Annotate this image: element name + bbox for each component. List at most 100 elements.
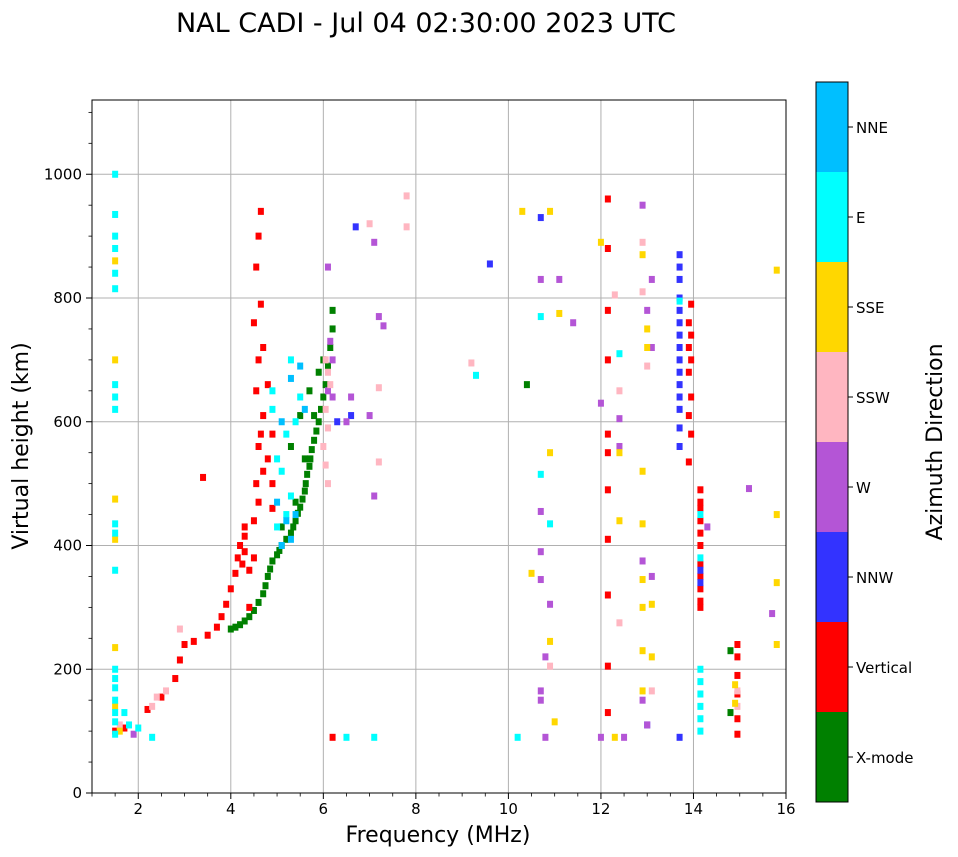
data-point bbox=[241, 532, 248, 540]
data-point bbox=[616, 443, 623, 450]
data-point bbox=[547, 637, 554, 645]
data-point bbox=[329, 306, 336, 314]
data-point bbox=[604, 356, 611, 364]
data-point bbox=[149, 733, 156, 741]
data-point bbox=[112, 696, 119, 704]
colorbar-segment bbox=[816, 622, 848, 712]
data-point bbox=[322, 381, 329, 389]
data-point bbox=[537, 470, 544, 478]
x-axis-label: Frequency (MHz) bbox=[346, 823, 531, 848]
data-point bbox=[246, 613, 253, 621]
data-point bbox=[547, 520, 554, 528]
data-point bbox=[320, 443, 327, 450]
data-point bbox=[112, 405, 119, 413]
data-point bbox=[327, 381, 334, 389]
x-tick-label: 8 bbox=[411, 800, 421, 818]
data-point bbox=[262, 582, 269, 590]
data-point bbox=[676, 356, 683, 364]
data-point bbox=[676, 297, 683, 305]
data-point bbox=[523, 381, 530, 389]
data-point bbox=[322, 461, 329, 469]
colorbar-segment bbox=[816, 172, 848, 262]
data-point bbox=[639, 288, 646, 296]
data-point bbox=[639, 687, 646, 695]
data-point bbox=[375, 313, 382, 321]
data-point bbox=[556, 275, 563, 283]
data-point bbox=[260, 590, 267, 598]
data-point bbox=[274, 523, 281, 531]
x-tick-label: 4 bbox=[226, 800, 236, 818]
data-point bbox=[287, 356, 294, 364]
data-point bbox=[639, 251, 646, 259]
y-tick-label: 0 bbox=[72, 784, 82, 802]
y-tick-label: 1000 bbox=[44, 165, 82, 183]
data-point bbox=[547, 662, 554, 670]
data-point bbox=[204, 631, 211, 639]
data-point bbox=[697, 702, 704, 710]
data-point bbox=[283, 517, 290, 525]
data-point bbox=[329, 733, 336, 741]
data-point bbox=[734, 687, 741, 695]
data-point bbox=[190, 637, 197, 645]
data-point bbox=[734, 715, 741, 723]
data-point bbox=[283, 535, 290, 543]
data-point bbox=[611, 733, 618, 741]
data-point bbox=[604, 430, 611, 438]
data-point bbox=[616, 517, 623, 525]
data-point bbox=[158, 693, 165, 701]
data-point bbox=[644, 325, 651, 333]
data-point bbox=[234, 554, 241, 562]
data-point bbox=[676, 306, 683, 314]
data-point bbox=[334, 418, 341, 426]
data-point bbox=[112, 730, 119, 738]
x-tick-label: 2 bbox=[133, 800, 143, 818]
data-point bbox=[343, 733, 350, 741]
data-point bbox=[551, 718, 558, 726]
data-point bbox=[732, 699, 739, 707]
data-point bbox=[468, 359, 475, 367]
data-point bbox=[264, 572, 271, 580]
colorbar-segment bbox=[816, 712, 848, 802]
colorbar-tick-label: W bbox=[856, 479, 871, 497]
data-point bbox=[644, 721, 651, 729]
data-point bbox=[324, 387, 331, 395]
data-point bbox=[112, 529, 119, 537]
data-point bbox=[697, 560, 704, 568]
data-point bbox=[278, 418, 285, 426]
data-point bbox=[308, 446, 315, 454]
data-point bbox=[278, 467, 285, 475]
data-point bbox=[324, 362, 331, 370]
data-point bbox=[250, 554, 257, 562]
data-point bbox=[769, 610, 776, 618]
data-point bbox=[676, 733, 683, 741]
data-point bbox=[348, 412, 355, 420]
data-point bbox=[537, 275, 544, 283]
data-point bbox=[648, 572, 655, 580]
data-point bbox=[676, 319, 683, 327]
data-point bbox=[685, 344, 692, 351]
colorbar-label: Azimuth Direction bbox=[923, 343, 948, 540]
data-point bbox=[697, 579, 704, 587]
data-point bbox=[324, 263, 331, 271]
data-point bbox=[255, 232, 262, 240]
y-tick-label: 800 bbox=[53, 289, 82, 307]
data-point bbox=[112, 257, 119, 265]
data-point bbox=[283, 430, 290, 438]
data-point bbox=[639, 520, 646, 528]
x-tick-label: 16 bbox=[776, 800, 795, 818]
data-point bbox=[301, 405, 308, 413]
x-tick-label: 6 bbox=[319, 800, 329, 818]
data-point bbox=[727, 709, 734, 717]
data-point bbox=[297, 503, 304, 511]
data-point bbox=[121, 709, 128, 717]
data-point bbox=[348, 393, 355, 401]
data-point bbox=[306, 387, 313, 395]
data-point bbox=[537, 313, 544, 321]
chart-title: NAL CADI - Jul 04 02:30:00 2023 UTC bbox=[176, 8, 676, 39]
data-point bbox=[267, 565, 274, 573]
data-point bbox=[676, 405, 683, 413]
data-point bbox=[371, 733, 378, 741]
data-point bbox=[542, 653, 549, 661]
data-point bbox=[181, 641, 188, 648]
data-point bbox=[257, 207, 264, 215]
